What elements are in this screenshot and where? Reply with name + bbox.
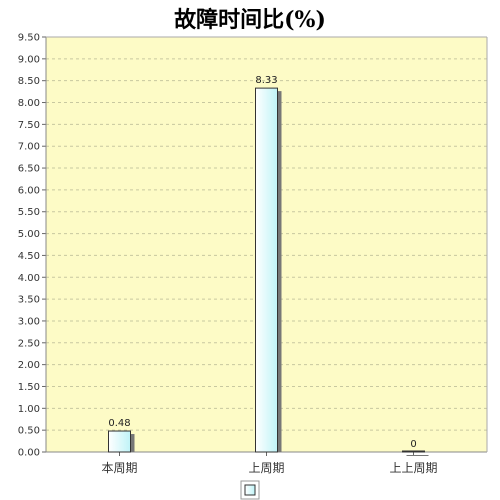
y-tick-label: 2.00 xyxy=(18,360,40,371)
y-tick-label: 8.50 xyxy=(18,76,40,87)
bar-value-label: 8.33 xyxy=(255,75,277,86)
y-tick-label: 4.00 xyxy=(18,273,40,284)
y-tick-label: 4.50 xyxy=(18,251,40,262)
y-tick-label: 0.50 xyxy=(18,426,40,437)
x-tick-label: 上上周期 xyxy=(389,461,437,475)
legend xyxy=(240,480,260,500)
y-tick-label: 3.50 xyxy=(18,295,40,306)
bar-value-label: 0 xyxy=(410,439,416,450)
y-tick-label: 5.00 xyxy=(18,229,40,240)
y-tick-label: 5.50 xyxy=(18,207,40,218)
y-tick-label: 1.00 xyxy=(18,404,40,415)
y-tick-label: 9.50 xyxy=(18,33,40,44)
bar-value-label: 0.48 xyxy=(108,418,130,429)
y-tick-label: 3.00 xyxy=(18,316,40,327)
y-tick-label: 1.50 xyxy=(18,382,40,393)
y-tick-label: 6.00 xyxy=(18,185,40,196)
bar xyxy=(402,450,425,453)
y-tick-label: 7.50 xyxy=(18,120,40,131)
y-tick-label: 0.00 xyxy=(18,448,40,459)
bar xyxy=(255,87,278,453)
y-tick-label: 9.00 xyxy=(18,54,40,65)
legend-swatch xyxy=(244,484,256,496)
y-tick-label: 7.00 xyxy=(18,142,40,153)
bars: 0.48 8.33 0 xyxy=(108,75,429,456)
bar xyxy=(108,430,131,453)
y-tick-label: 8.00 xyxy=(18,98,40,109)
x-tick-label: 上周期 xyxy=(248,461,284,475)
chart-title: 故障时间比(%) xyxy=(174,7,326,33)
y-tick-label: 6.50 xyxy=(18,164,40,175)
bar-shadow xyxy=(406,455,429,456)
x-tick-label: 本周期 xyxy=(101,461,137,475)
y-tick-label: 2.50 xyxy=(18,338,40,349)
